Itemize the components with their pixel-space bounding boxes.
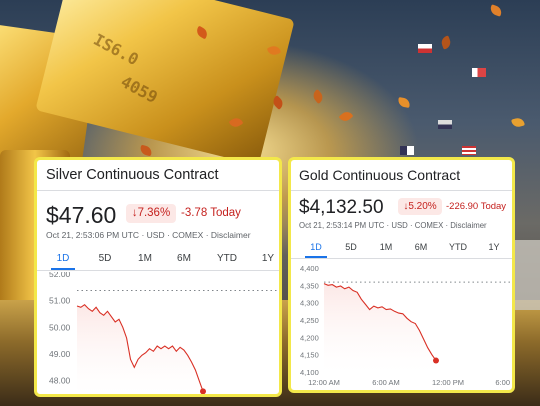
y-tick-label: 48.00 <box>49 376 71 386</box>
y-tick-label: 4,350 <box>300 281 319 290</box>
gold-price-chart[interactable]: 4,4004,3504,3004,2504,2004,1504,10012:00… <box>291 260 512 390</box>
change-today: -3.78 Today <box>181 207 241 219</box>
y-tick-label: 4,400 <box>300 264 319 273</box>
current-price-dot <box>433 357 439 364</box>
range-tab-ytd[interactable]: YTD <box>449 242 467 252</box>
range-tab-5d[interactable]: 5D <box>98 253 112 264</box>
divider <box>291 190 512 191</box>
divider <box>37 190 279 191</box>
silver-quote-card: Silver Continuous Contract $47.60 ↓7.36%… <box>34 157 282 397</box>
flag-icon <box>462 146 476 155</box>
price: $47.60 <box>46 202 117 228</box>
flag-icon <box>418 44 432 53</box>
x-tick-label: 6:00 AM <box>372 378 400 387</box>
change-percent: 5.20% <box>408 201 437 212</box>
currency: USD <box>146 230 165 240</box>
change-percent-badge: ↓5.20% <box>398 198 442 215</box>
y-tick-label: 4,150 <box>300 351 319 360</box>
y-tick-label: 4,200 <box>300 333 319 342</box>
range-tab-5d[interactable]: 5D <box>345 242 357 252</box>
y-tick-label: 51.00 <box>49 296 71 306</box>
card-title: Gold Continuous Contract <box>299 167 461 183</box>
change-percent: 7.36% <box>137 207 171 219</box>
maple-leaf-icon <box>439 35 453 50</box>
exchange: COMEX <box>414 221 444 230</box>
quote-meta: Oct 21, 2:53:06 PM UTC · USD · COMEX · D… <box>46 230 251 240</box>
range-tab-1m[interactable]: 1M <box>379 242 393 252</box>
timestamp: Oct 21, 2:53:06 PM UTC <box>46 230 140 240</box>
silver-price-chart[interactable]: 52.00 51.00 50.00 49.00 48.00 <box>37 272 279 396</box>
arrow-down-icon: ↓ <box>403 201 409 212</box>
y-tick-label: 4,100 <box>300 368 319 377</box>
flag-icon <box>472 68 486 77</box>
x-tick-label: 6:00 <box>495 378 510 387</box>
exchange: COMEX <box>172 230 204 240</box>
change-today: -226.90 Today <box>446 201 507 212</box>
maple-leaf-icon <box>488 4 504 17</box>
disclaimer-link[interactable]: Disclaimer <box>450 221 487 230</box>
range-tab-1d[interactable]: 1D <box>56 253 70 264</box>
divider <box>37 270 279 271</box>
gold-quote-card: Gold Continuous Contract $4,132.50 ↓5.20… <box>288 157 515 393</box>
price-area <box>77 304 203 394</box>
divider <box>291 258 512 259</box>
x-tick-label: 12:00 PM <box>432 378 464 387</box>
disclaimer-link[interactable]: Disclaimer <box>210 230 251 240</box>
range-tab-1d[interactable]: 1D <box>310 242 322 252</box>
range-tab-6m[interactable]: 6M <box>177 253 191 264</box>
y-tick-label: 4,250 <box>300 316 319 325</box>
change-percent-badge: ↓7.36% <box>126 204 176 223</box>
timestamp: Oct 21, 2:53:14 PM UTC <box>299 221 385 230</box>
active-tab-indicator <box>305 256 327 258</box>
range-tab-1y[interactable]: 1Y <box>488 242 500 252</box>
currency: USD <box>391 221 408 230</box>
range-tab-1y[interactable]: 1Y <box>261 253 275 264</box>
active-tab-indicator <box>51 268 75 270</box>
current-price-dot <box>200 388 206 394</box>
price: $4,132.50 <box>299 197 384 218</box>
arrow-down-icon: ↓ <box>131 207 138 219</box>
y-tick-label: 52.00 <box>49 272 71 279</box>
flag-icon <box>400 146 414 155</box>
y-tick-label: 50.00 <box>49 322 71 332</box>
price-line <box>323 283 437 361</box>
price-area <box>324 283 436 372</box>
quote-meta: Oct 21, 2:53:14 PM UTC · USD · COMEX · D… <box>299 221 487 230</box>
card-title: Silver Continuous Contract <box>46 167 219 183</box>
y-tick-label: 4,300 <box>300 299 319 308</box>
y-tick-label: 49.00 <box>49 349 71 359</box>
range-tab-ytd[interactable]: YTD <box>217 253 237 264</box>
maple-leaf-icon <box>511 116 525 129</box>
x-tick-label: 12:00 AM <box>308 378 340 387</box>
price-line <box>76 303 204 392</box>
range-tab-1m[interactable]: 1M <box>138 253 152 264</box>
range-tab-6m[interactable]: 6M <box>414 242 428 252</box>
flag-icon <box>438 120 452 129</box>
